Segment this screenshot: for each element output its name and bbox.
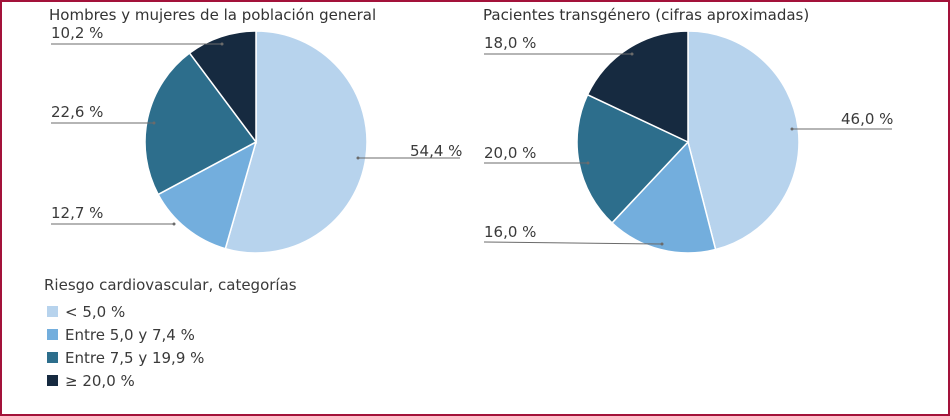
legend-label: < 5,0 %: [65, 302, 126, 321]
data-label: 10,2 %: [51, 24, 103, 42]
leader-line: [483, 241, 663, 245]
data-label: 16,0 %: [484, 223, 536, 241]
slice-lt5: [687, 30, 800, 251]
leader-dot: [172, 222, 176, 226]
legend-swatch: [47, 375, 58, 386]
slice-7-19: [144, 52, 258, 196]
leader-dot: [660, 242, 664, 246]
slice-5-7: [157, 140, 258, 250]
legend-item-5-7: Entre 5,0 y 7,4 %: [44, 323, 297, 346]
legend-item-lt5: < 5,0 %: [44, 300, 297, 323]
legend-label: Entre 7,5 y 19,9 %: [65, 348, 205, 367]
data-label: 20,0 %: [484, 144, 536, 162]
slice-lt5: [224, 30, 368, 254]
legend-swatch: [47, 329, 58, 340]
legend-item-7-19: Entre 7,5 y 19,9 %: [44, 346, 297, 369]
chart-title-general-population: Hombres y mujeres de la población genera…: [49, 6, 377, 24]
slice-ge20: [188, 30, 257, 145]
legend-swatch: [47, 306, 58, 317]
slice-ge20: [586, 30, 689, 144]
data-label: 22,6 %: [51, 103, 103, 121]
legend-label: ≥ 20,0 %: [65, 371, 135, 390]
chart-title-transgender-patients: Pacientes transgénero (cifras aproximada…: [483, 6, 810, 24]
legend-item-ge20: ≥ 20,0 %: [44, 369, 297, 392]
leader-dot: [152, 121, 156, 125]
legend-swatch: [47, 352, 58, 363]
legend-title: Riesgo cardiovascular, categorías: [44, 276, 297, 294]
leader-dot: [356, 156, 360, 160]
leader-dot: [630, 52, 634, 56]
leader-dot: [220, 42, 224, 46]
leader-dot: [586, 161, 590, 165]
legend: Riesgo cardiovascular, categorías < 5,0 …: [44, 276, 297, 392]
slice-5-7: [610, 140, 717, 254]
data-label: 46,0 %: [841, 110, 893, 128]
legend-label: Entre 5,0 y 7,4 %: [65, 325, 195, 344]
data-label: 12,7 %: [51, 204, 103, 222]
data-label: 18,0 %: [484, 34, 536, 52]
leader-dot: [790, 127, 794, 131]
data-label: 54,4 %: [410, 142, 462, 160]
